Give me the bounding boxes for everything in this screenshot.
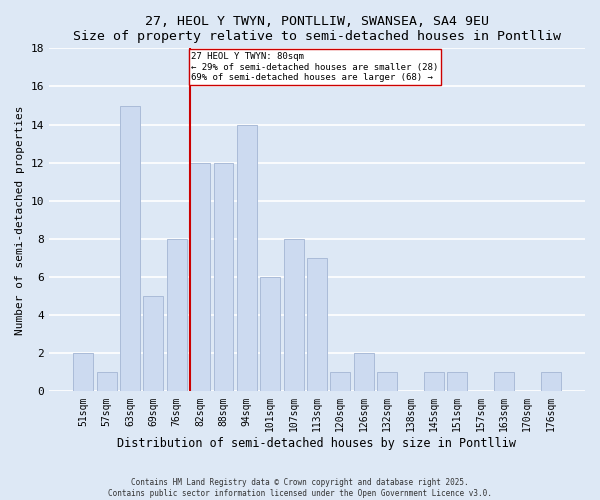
Bar	[307, 258, 327, 392]
X-axis label: Distribution of semi-detached houses by size in Pontlliw: Distribution of semi-detached houses by …	[118, 437, 517, 450]
Y-axis label: Number of semi-detached properties: Number of semi-detached properties	[15, 105, 25, 334]
Bar	[237, 124, 257, 392]
Bar	[167, 239, 187, 392]
Bar	[190, 162, 210, 392]
Bar	[73, 353, 93, 392]
Bar	[97, 372, 116, 392]
Title: 27, HEOL Y TWYN, PONTLLIW, SWANSEA, SA4 9EU
Size of property relative to semi-de: 27, HEOL Y TWYN, PONTLLIW, SWANSEA, SA4 …	[73, 15, 561, 43]
Bar	[260, 277, 280, 392]
Bar	[284, 239, 304, 392]
Bar	[354, 353, 374, 392]
Bar	[377, 372, 397, 392]
Text: Contains HM Land Registry data © Crown copyright and database right 2025.
Contai: Contains HM Land Registry data © Crown c…	[108, 478, 492, 498]
Bar	[120, 106, 140, 392]
Bar	[214, 162, 233, 392]
Bar	[143, 296, 163, 392]
Bar	[447, 372, 467, 392]
Bar	[541, 372, 560, 392]
Bar	[424, 372, 444, 392]
Bar	[494, 372, 514, 392]
Text: 27 HEOL Y TWYN: 80sqm
← 29% of semi-detached houses are smaller (28)
69% of semi: 27 HEOL Y TWYN: 80sqm ← 29% of semi-deta…	[191, 52, 439, 82]
Bar	[331, 372, 350, 392]
